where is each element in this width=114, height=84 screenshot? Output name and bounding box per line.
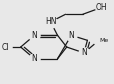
Text: Me: Me (98, 38, 107, 43)
Text: N: N (31, 54, 37, 63)
Text: Cl: Cl (2, 43, 9, 52)
Text: N: N (31, 31, 37, 40)
Text: N: N (80, 48, 86, 57)
Text: OH: OH (95, 3, 106, 12)
Text: HN: HN (44, 17, 56, 26)
Text: N: N (68, 31, 74, 40)
